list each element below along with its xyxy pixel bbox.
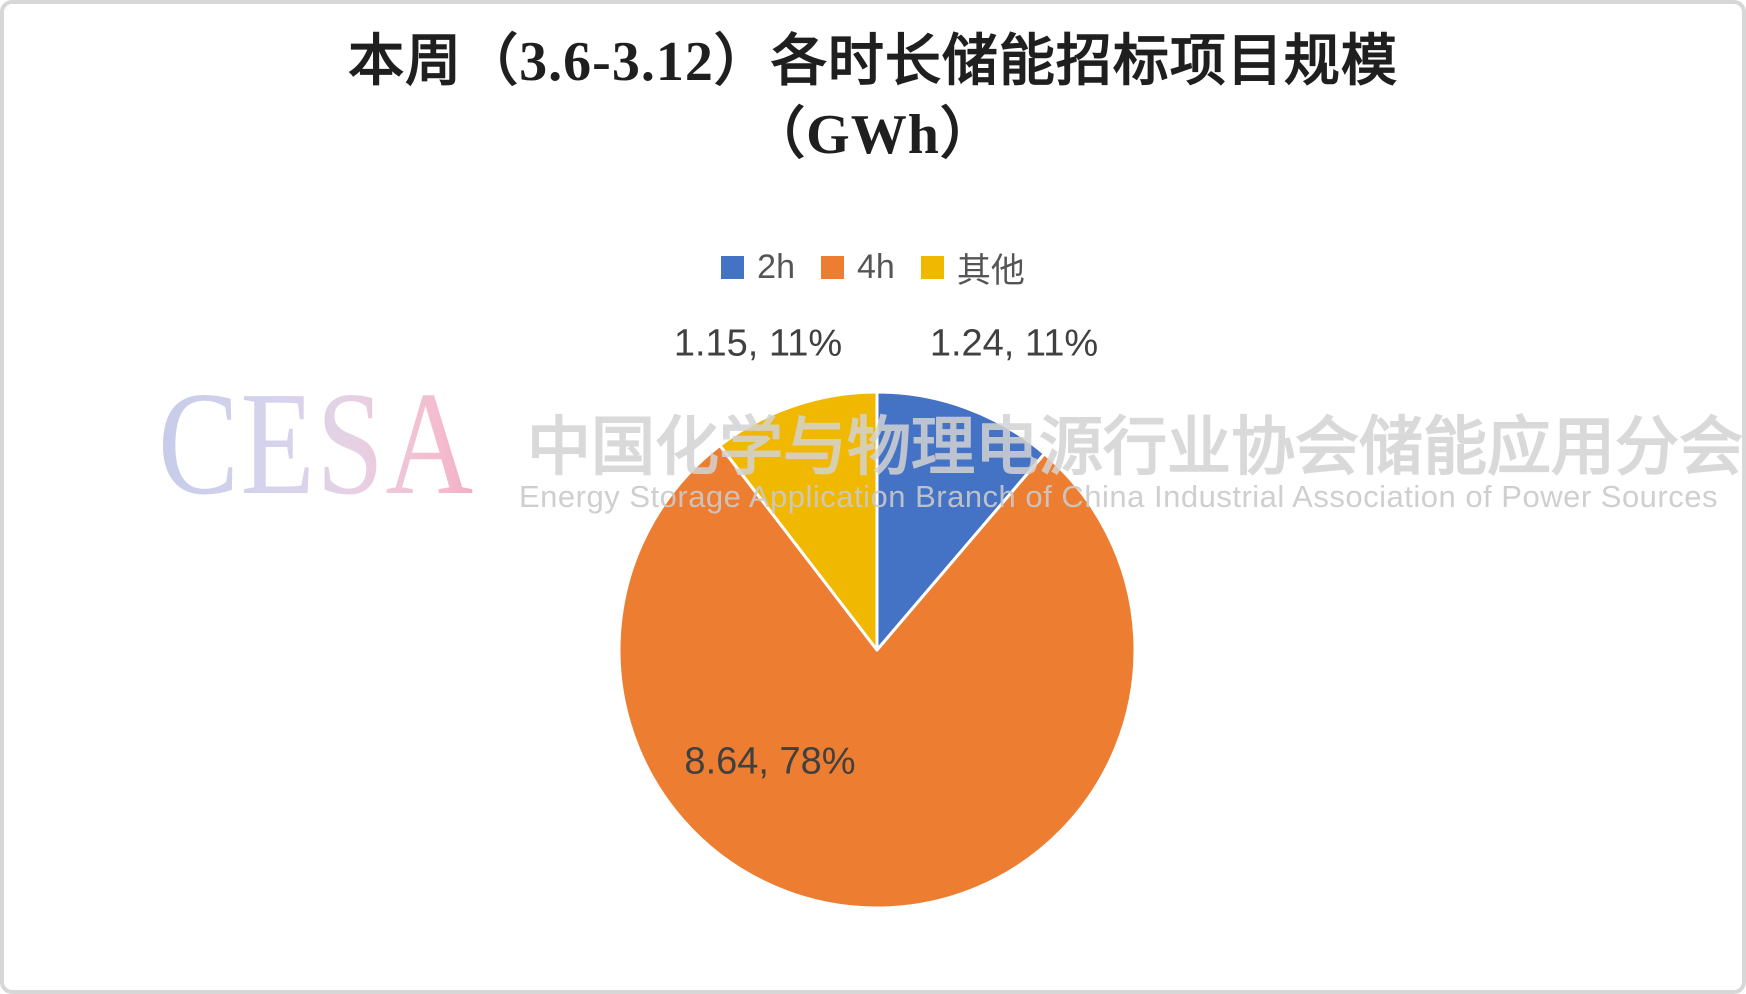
data-label-4h: 8.64, 78% bbox=[684, 740, 856, 783]
legend-item-4h: 4h bbox=[821, 248, 895, 287]
chart-title: 本周（3.6-3.12）各时长储能招标项目规模 （GWh） bbox=[0, 26, 1746, 172]
legend-label: 4h bbox=[857, 248, 895, 286]
chart-legend: 2h 4h 其他 bbox=[0, 243, 1746, 292]
data-label-other: 1.15, 11% bbox=[673, 322, 843, 365]
legend-label: 其他 bbox=[956, 252, 1025, 290]
chart-title-line1: 本周（3.6-3.12）各时长储能招标项目规模 bbox=[348, 31, 1398, 93]
org-name-cn-watermark: 中国化学与物理电源行业协会储能应用分会 bbox=[527, 411, 1743, 483]
pie-svg bbox=[617, 390, 1137, 910]
chart-title-line2: （GWh） bbox=[749, 103, 997, 166]
legend-item-其他: 其他 bbox=[920, 243, 1025, 292]
cesa-logo-watermark: CESA bbox=[158, 362, 475, 526]
org-name-en-watermark: Energy Storage Application Branch of Chi… bbox=[519, 479, 1718, 514]
pie-slice-4h bbox=[617, 443, 1137, 910]
data-label-2h: 1.24, 11% bbox=[929, 322, 1099, 365]
legend-swatch-icon bbox=[721, 256, 745, 279]
legend-item-2h: 2h bbox=[721, 248, 795, 287]
legend-swatch-icon bbox=[920, 256, 944, 279]
pie-slice-其他 bbox=[718, 390, 879, 652]
legend-swatch-icon bbox=[821, 256, 844, 279]
legend-label: 2h bbox=[757, 248, 795, 286]
pie-slice-2h bbox=[875, 390, 1046, 652]
pie-chart bbox=[616, 389, 1138, 911]
